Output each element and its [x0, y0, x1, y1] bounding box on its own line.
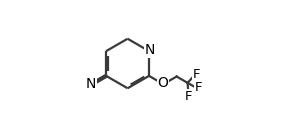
Text: F: F — [195, 81, 202, 94]
Text: F: F — [185, 90, 192, 103]
Text: F: F — [193, 68, 200, 81]
Text: N: N — [144, 43, 154, 58]
Text: N: N — [86, 77, 96, 91]
Text: O: O — [157, 76, 168, 90]
